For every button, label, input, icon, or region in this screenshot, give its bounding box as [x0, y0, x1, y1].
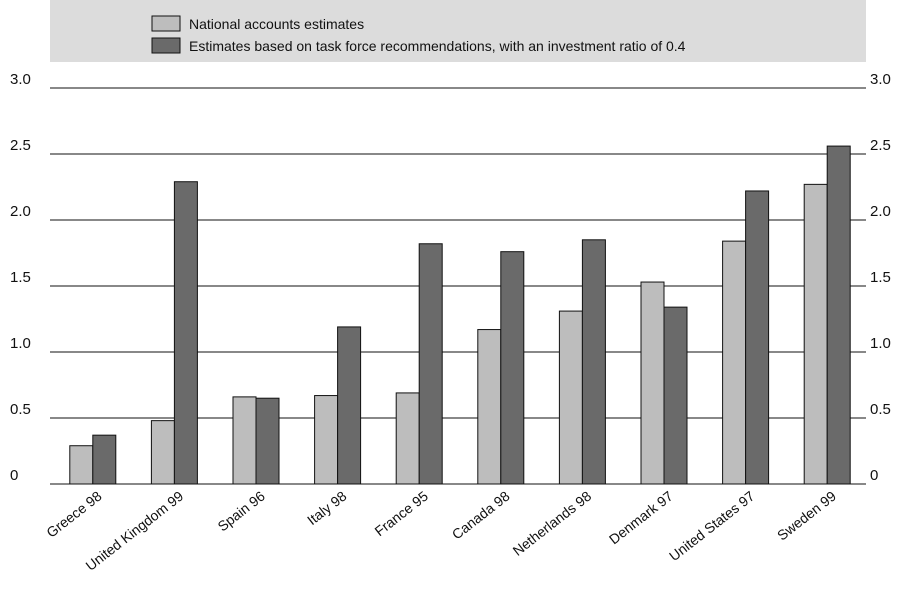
x-category-label: Denmark 97: [606, 488, 676, 548]
x-category-label: Sweden 99: [774, 488, 839, 544]
y-tick-label-right: 0.5: [870, 401, 891, 418]
bar-task-force-5: [500, 251, 525, 485]
x-category-label: France 95: [372, 488, 432, 540]
x-category-label: Canada 98: [449, 488, 513, 543]
x-category-label: Netherlands 98: [510, 488, 595, 559]
x-category-label: United States 97: [666, 488, 758, 564]
bar-task-force-8: [745, 190, 770, 485]
legend-background: [50, 0, 866, 62]
y-tick-label-right: 2.5: [870, 137, 891, 154]
legend-swatch-1: [151, 15, 181, 32]
legend-label-2: Estimates based on task force recommenda…: [189, 38, 686, 54]
bar-national-accounts-0: [69, 445, 94, 485]
y-tick-label-right: 2.0: [870, 203, 891, 220]
bar-task-force-2: [255, 397, 280, 485]
y-tick-label-right: 3.0: [870, 71, 891, 88]
y-tick-label-right: 1.0: [870, 335, 891, 352]
x-category-label: Greece 98: [43, 488, 105, 541]
bar-national-accounts-3: [314, 395, 339, 485]
y-tick-label-right: 0: [870, 467, 878, 484]
bar-national-accounts-1: [150, 420, 175, 485]
bar-task-force-3: [337, 326, 362, 485]
bar-task-force-6: [581, 239, 606, 485]
bar-national-accounts-7: [640, 281, 665, 485]
y-tick-label-left: 0: [10, 467, 18, 484]
bar-task-force-9: [826, 145, 851, 485]
bar-national-accounts-4: [395, 392, 420, 485]
bar-national-accounts-8: [722, 240, 747, 485]
y-tick-label-left: 1.5: [10, 269, 31, 286]
bars: [69, 145, 851, 485]
y-axis-right: 0 0.5 1.0 1.5 2.0 2.5 3.0: [870, 71, 891, 484]
legend-label-1: National accounts estimates: [189, 16, 364, 32]
y-tick-label-left: 0.5: [10, 401, 31, 418]
x-category-label: Spain 96: [214, 488, 268, 535]
y-tick-label-left: 2.0: [10, 203, 31, 220]
y-tick-label-left: 2.5: [10, 137, 31, 154]
legend: National accounts estimates Estimates bas…: [151, 15, 686, 54]
legend-swatch-2: [151, 37, 181, 54]
x-category-label: Italy 98: [304, 488, 350, 529]
y-axis-left: 0 0.5 1.0 1.5 2.0 2.5 3.0: [10, 71, 31, 484]
bar-national-accounts-2: [232, 396, 257, 485]
bar-national-accounts-9: [803, 183, 828, 485]
y-tick-label-right: 1.5: [870, 269, 891, 286]
y-tick-label-left: 1.0: [10, 335, 31, 352]
bar-task-force-7: [663, 306, 688, 485]
bar-national-accounts-6: [558, 310, 583, 485]
y-tick-label-left: 3.0: [10, 71, 31, 88]
bar-national-accounts-5: [477, 329, 502, 485]
bar-task-force-0: [92, 434, 117, 485]
bar-task-force-1: [173, 181, 198, 485]
bar-task-force-4: [418, 243, 443, 485]
